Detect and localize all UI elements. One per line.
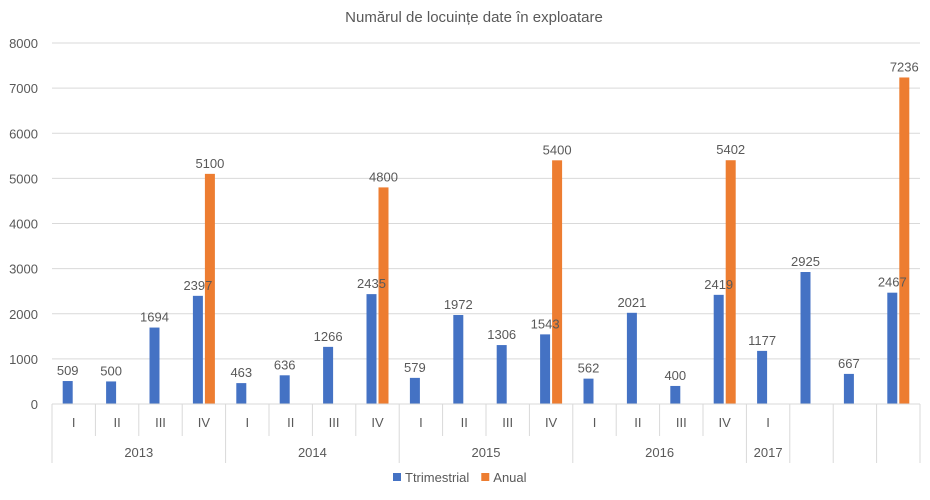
x-tick-label: II — [287, 415, 294, 430]
legend-label: Ttrimestrial — [405, 470, 469, 485]
y-tick-label: 5000 — [9, 171, 38, 186]
bar-ttrimestrial — [192, 295, 203, 404]
data-label: 7236 — [890, 59, 919, 74]
bar-ttrimestrial — [149, 327, 160, 404]
data-label: 1972 — [444, 297, 473, 312]
bar-ttrimestrial — [713, 294, 724, 404]
bar-anual — [725, 160, 736, 404]
bar-ttrimestrial — [366, 294, 377, 404]
y-tick-label: 6000 — [9, 126, 38, 141]
x-tick-label: IV — [719, 415, 732, 430]
bar-ttrimestrial — [236, 383, 247, 404]
x-group-label: 2014 — [298, 445, 327, 460]
data-label: 1306 — [487, 327, 516, 342]
data-label: 2419 — [704, 277, 733, 292]
legend-swatch — [393, 473, 401, 481]
bar-ttrimestrial — [279, 375, 290, 404]
data-label: 5402 — [716, 142, 745, 157]
x-tick-label: IV — [545, 415, 558, 430]
data-label: 667 — [838, 356, 860, 371]
data-label: 500 — [100, 363, 122, 378]
x-tick-label: III — [676, 415, 687, 430]
data-label: 562 — [578, 361, 600, 376]
x-tick-label: IV — [371, 415, 384, 430]
data-label: 636 — [274, 357, 296, 372]
bar-anual — [204, 173, 215, 404]
x-tick-label: I — [245, 415, 249, 430]
y-tick-label: 1000 — [9, 352, 38, 367]
x-tick-label: II — [113, 415, 120, 430]
data-label: 400 — [664, 368, 686, 383]
data-label: 2435 — [357, 276, 386, 291]
y-tick-label: 3000 — [9, 262, 38, 277]
bar-ttrimestrial — [496, 345, 507, 404]
x-tick-label: II — [634, 415, 641, 430]
bar-anual — [378, 187, 389, 404]
y-tick-label: 8000 — [9, 36, 38, 51]
data-label: 2467 — [878, 275, 907, 290]
data-label: 2397 — [183, 278, 212, 293]
x-tick-label: III — [329, 415, 340, 430]
bar-ttrimestrial — [453, 315, 464, 404]
data-label: 463 — [230, 365, 252, 380]
bar-ttrimestrial — [800, 272, 811, 404]
bar-ttrimestrial — [62, 381, 73, 404]
x-group-label: 2015 — [472, 445, 501, 460]
x-tick-label: I — [72, 415, 76, 430]
x-tick-label: III — [155, 415, 166, 430]
bar-ttrimestrial — [540, 334, 551, 404]
data-label: 4800 — [369, 169, 398, 184]
y-tick-label: 2000 — [9, 307, 38, 322]
data-label: 1266 — [314, 329, 343, 344]
x-tick-label: IV — [198, 415, 211, 430]
legend-label: Anual — [493, 470, 526, 485]
x-tick-label: II — [461, 415, 468, 430]
x-tick-label: I — [419, 415, 423, 430]
x-tick-label: III — [502, 415, 513, 430]
x-group-label: 2017 — [754, 445, 783, 460]
bar-anual — [899, 77, 910, 405]
legend-swatch — [481, 473, 490, 481]
bar-ttrimestrial — [670, 385, 681, 404]
data-label: 509 — [57, 363, 79, 378]
data-label: 5400 — [543, 142, 572, 157]
data-label: 2925 — [791, 254, 820, 269]
y-tick-label: 0 — [31, 397, 38, 412]
chart-title: Numărul de locuințe date în exploatare — [345, 9, 603, 26]
bar-anual — [552, 160, 563, 404]
data-label: 579 — [404, 360, 426, 375]
data-label: 5100 — [195, 156, 224, 171]
y-tick-label: 4000 — [9, 217, 38, 232]
bar-ttrimestrial — [887, 292, 898, 404]
bar-ttrimestrial — [323, 346, 334, 404]
y-tick-label: 7000 — [9, 81, 38, 96]
bar-ttrimestrial — [626, 312, 637, 404]
data-label: 2021 — [617, 295, 646, 310]
bar-ttrimestrial — [757, 350, 768, 404]
data-label: 1543 — [531, 316, 560, 331]
x-group-label: 2016 — [645, 445, 674, 460]
bar-ttrimestrial — [106, 381, 117, 404]
x-group-label: 2013 — [124, 445, 153, 460]
data-label: 1177 — [748, 333, 776, 348]
data-label: 1694 — [140, 310, 169, 325]
bar-ttrimestrial — [583, 378, 594, 404]
bar-ttrimestrial — [409, 377, 420, 404]
x-tick-label: I — [766, 415, 770, 430]
x-tick-label: I — [593, 415, 597, 430]
bar-ttrimestrial — [843, 373, 854, 404]
